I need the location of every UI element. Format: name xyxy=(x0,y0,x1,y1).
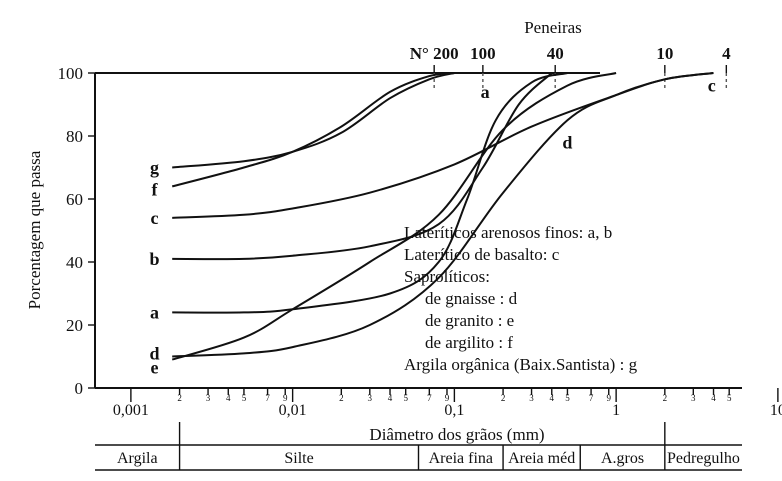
x-minor-label: 3 xyxy=(529,393,534,403)
curve-label-g: g xyxy=(150,158,159,178)
x-decade-label: 0,01 xyxy=(279,402,307,419)
x-decade-label: 1 xyxy=(612,402,620,419)
legend-line: Saprolíticos: xyxy=(404,267,490,286)
x-decade-label: 10 xyxy=(770,402,782,419)
x-decade-label: 0,001 xyxy=(113,402,149,419)
legend: Lateríticos arenosos finos: a, b Lateríti… xyxy=(404,223,638,374)
x-minor-label: 5 xyxy=(403,393,408,403)
x-minor-label: 2 xyxy=(663,393,668,403)
legend-line: de argilito : f xyxy=(425,333,513,352)
x-minor-label: 7 xyxy=(589,393,594,403)
series-curve-a xyxy=(172,72,568,314)
sieve-marks: N° 200 100 40 10 4 xyxy=(410,44,731,91)
x-minor-label: 2 xyxy=(339,393,344,403)
series-curve-g xyxy=(172,72,455,169)
class-label: A.gros xyxy=(601,450,644,467)
y-tick-label: 60 xyxy=(66,190,83,209)
x-minor-label: 3 xyxy=(691,393,696,403)
x-minor-label: 9 xyxy=(445,393,450,403)
x-minor-label: 5 xyxy=(242,393,247,403)
sieve-label: 100 xyxy=(470,44,496,63)
axes xyxy=(94,72,742,389)
sieve-label: 4 xyxy=(722,44,731,63)
curve-label-a: a xyxy=(481,82,490,102)
x-minor-label: 5 xyxy=(565,393,570,403)
sieve-label: 40 xyxy=(547,44,564,63)
x-minor-label: 5 xyxy=(727,393,732,403)
class-label: Pedregulho xyxy=(667,450,740,467)
y-tick-label: 40 xyxy=(66,253,83,272)
x-minor-label: 7 xyxy=(427,393,432,403)
class-label: Silte xyxy=(284,450,313,467)
x-ticks: 0,001 0,01 0,1 1 102 3 4 5 7 9 2 3 4 5 7 9 2 3 4 5 7 9 2 3 4 5 xyxy=(113,388,782,419)
classification-table: Argila Silte Areia fina Areia méd A.gros Pedr… xyxy=(95,422,742,471)
y-ticks: 0 20 40 60 80 100 xyxy=(58,64,95,398)
curve-label-a: a xyxy=(150,302,159,322)
x-minor-label: 4 xyxy=(226,393,231,403)
curve-label-f: f xyxy=(152,180,159,200)
x-axis-title: Diâmetro dos grãos (mm) xyxy=(369,425,544,444)
series-curve-e xyxy=(172,72,714,358)
class-label: Areia fina xyxy=(429,450,493,467)
y-axis-title: Porcentagem que passa xyxy=(25,150,44,309)
legend-line: Laterítico de basalto: c xyxy=(404,245,560,264)
curve-label-d: d xyxy=(150,343,160,363)
series-curve-b xyxy=(172,72,553,261)
legend-line: Argila orgânica (Baix.Santista) : g xyxy=(404,355,638,374)
legend-line: Lateríticos arenosos finos: a, b xyxy=(404,223,612,242)
series-curves xyxy=(171,72,714,361)
curve-label-d: d xyxy=(562,132,572,152)
series-curve-d xyxy=(171,72,617,361)
curve-label-c: c xyxy=(151,208,159,228)
y-tick-label: 80 xyxy=(66,127,83,146)
legend-line: de granito : e xyxy=(425,311,514,330)
x-minor-label: 4 xyxy=(550,393,555,403)
y-tick-label: 100 xyxy=(58,64,84,83)
curve-label-b: b xyxy=(150,249,160,269)
sieve-label: N° 200 xyxy=(410,44,459,63)
x-minor-label: 3 xyxy=(206,393,211,403)
x-minor-label: 7 xyxy=(265,393,270,403)
x-minor-label: 9 xyxy=(606,393,611,403)
curve-label-c: c xyxy=(708,76,716,96)
sieves-title: Peneiras xyxy=(524,18,582,37)
x-minor-label: 4 xyxy=(388,393,393,403)
x-minor-label: 2 xyxy=(177,393,182,403)
x-minor-label: 2 xyxy=(501,393,506,403)
y-tick-label: 0 xyxy=(75,379,84,398)
x-decade-label: 0,1 xyxy=(444,402,464,419)
class-label: Areia méd xyxy=(508,450,575,467)
x-minor-label: 3 xyxy=(368,393,373,403)
class-label: Argila xyxy=(117,450,158,467)
x-minor-label: 4 xyxy=(711,393,716,403)
series-curve-c xyxy=(172,72,714,219)
series-curve-f xyxy=(171,72,455,188)
sieve-label: 10 xyxy=(656,44,673,63)
x-minor-label: 9 xyxy=(283,393,288,403)
legend-line: de gnaisse : d xyxy=(425,289,518,308)
curve-label-e: e xyxy=(151,358,159,378)
y-tick-label: 20 xyxy=(66,316,83,335)
